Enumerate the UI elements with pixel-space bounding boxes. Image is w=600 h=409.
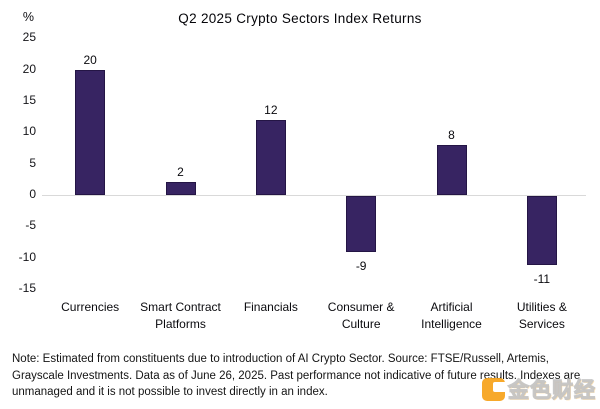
bar-utilities-services — [526, 196, 557, 265]
category-label-smart-contract-platforms: Smart Contract Platforms — [140, 300, 221, 331]
footnote: Note: Estimated from constituents due to… — [12, 353, 581, 398]
value-label-artificial-intelligence: 8 — [448, 127, 455, 142]
y-tick-20: 20 — [22, 61, 36, 76]
y-tick--10: -10 — [18, 249, 36, 264]
category-label-consumer-culture: Consumer & Culture — [327, 300, 395, 331]
y-tick--15: -15 — [18, 281, 36, 296]
bar-consumer-culture — [346, 196, 377, 253]
y-axis-unit-label: % — [22, 10, 34, 24]
bar-financials — [255, 119, 286, 195]
value-label-financials: 12 — [264, 102, 278, 117]
value-label-utilities-services: -11 — [533, 271, 551, 286]
bar-smart-contract-platforms — [165, 182, 196, 195]
category-label-currencies: Currencies — [61, 300, 120, 314]
jinse-finance-logo-icon — [482, 377, 505, 401]
watermark: 金色财经 — [482, 374, 596, 404]
value-label-currencies: 20 — [83, 52, 97, 67]
watermark-text: 金色财经 — [507, 378, 596, 402]
zero-gridline — [42, 195, 586, 196]
y-tick-25: 25 — [22, 30, 36, 45]
y-tick--5: -5 — [25, 218, 36, 233]
y-tick-10: 10 — [22, 124, 36, 139]
value-label-smart-contract-platforms: 2 — [177, 165, 184, 180]
y-tick-0: 0 — [29, 187, 36, 201]
y-tick-5: 5 — [29, 155, 36, 170]
category-label-artificial-intelligence: Artificial Intelligence — [421, 300, 482, 331]
bar-artificial-intelligence — [436, 144, 467, 195]
chart-title: Q2 2025 Crypto Sectors Index Returns — [178, 11, 422, 26]
y-tick-15: 15 — [22, 92, 36, 107]
bar-currencies — [75, 69, 106, 195]
category-label-financials: Financials — [243, 300, 298, 314]
value-label-consumer-culture: -9 — [355, 259, 367, 274]
category-label-utilities-services: Utilities & Services — [516, 300, 567, 331]
